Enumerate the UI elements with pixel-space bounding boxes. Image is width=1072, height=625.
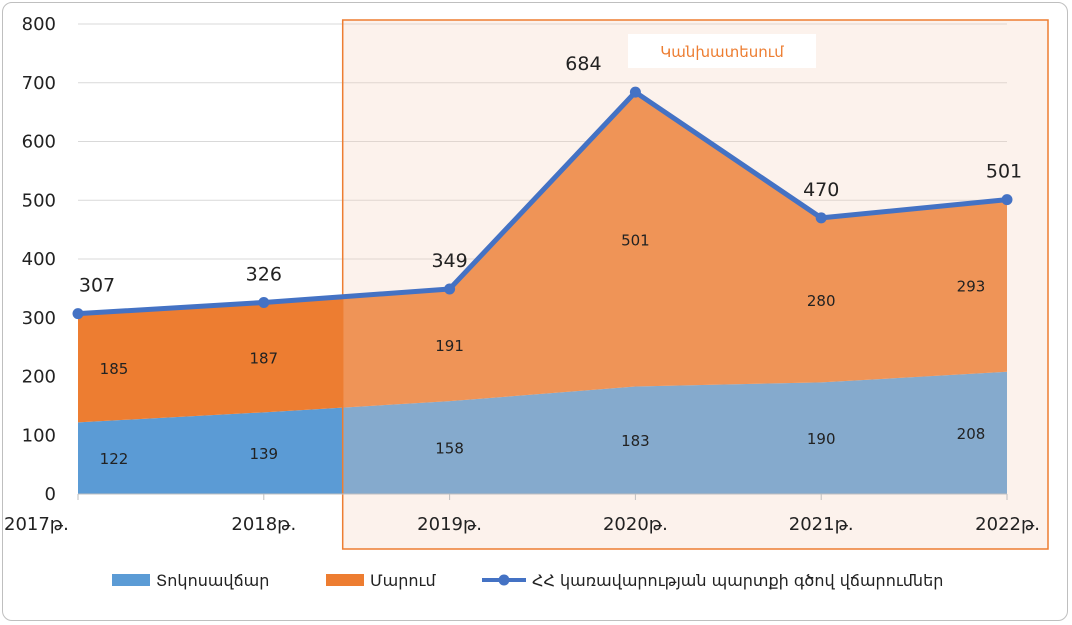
legend-marker-total	[498, 574, 510, 586]
y-tick-label: 400	[22, 249, 56, 270]
x-tick-label: 2019թ.	[417, 514, 482, 535]
interest-data-label: 190	[807, 430, 836, 448]
forecast-label: Կանխատեսում	[660, 43, 784, 61]
principal-data-label: 280	[807, 292, 836, 310]
total-data-label: 684	[565, 53, 601, 75]
legend-label-total: ՀՀ կառավարության պարտքի գծով վճարումներ	[532, 571, 943, 590]
total-point	[72, 308, 84, 320]
x-tick-label: 2022թ.	[975, 514, 1040, 535]
interest-data-label: 183	[621, 432, 650, 450]
total-point	[444, 283, 456, 295]
y-tick-label: 0	[45, 484, 56, 505]
y-tick-label: 700	[22, 73, 56, 94]
interest-data-label: 208	[957, 425, 986, 443]
total-data-label: 349	[431, 250, 467, 272]
forecast-region	[341, 19, 1049, 550]
legend-label-interest: Տոկոսավճար	[156, 571, 269, 590]
y-axis-tick-labels: 0 100 200 300 400 500 600 700 800	[22, 14, 56, 505]
principal-data-label: 293	[957, 278, 986, 296]
legend-swatch-principal	[326, 574, 364, 586]
x-tick-label: 2020թ.	[603, 514, 668, 535]
total-data-label: 501	[986, 161, 1022, 183]
forecast-label-background	[628, 34, 816, 68]
y-tick-label: 800	[22, 14, 56, 35]
total-data-label: 470	[803, 179, 839, 201]
principal-area	[78, 92, 1007, 423]
interest-data-label: 139	[249, 445, 278, 463]
y-tick-label: 200	[22, 367, 56, 388]
y-tick-label: 600	[22, 132, 56, 153]
interest-area	[78, 371, 1007, 494]
stacked-areas	[78, 92, 1007, 494]
x-tick-label: 2017թ.	[4, 514, 69, 535]
total-point	[815, 212, 827, 224]
total-point	[258, 296, 270, 308]
y-tick-label: 500	[22, 190, 56, 211]
interest-data-label: 158	[435, 440, 464, 458]
total-data-label: 326	[246, 263, 282, 285]
x-axis-tick-labels: 2017թ. 2018թ. 2019թ. 2020թ. 2021թ. 2022թ.	[4, 514, 1040, 535]
x-tick-label: 2021թ.	[789, 514, 854, 535]
interest-data-label: 122	[100, 450, 129, 468]
principal-data-label: 191	[435, 337, 464, 355]
data-labels: 122 185 307 139 187 326 158 191 349 183 501 684 190 2…	[79, 53, 1022, 468]
total-point	[1001, 194, 1013, 206]
total-data-label: 307	[79, 275, 115, 297]
legend-label-principal: Մարում	[370, 571, 436, 590]
y-tick-label: 300	[22, 308, 56, 329]
total-series-line	[77, 89, 1008, 317]
principal-data-label: 185	[100, 360, 129, 378]
principal-data-label: 501	[621, 231, 650, 249]
legend: Տոկոսավճար Մարում ՀՀ կառավարության պարտքի …	[112, 571, 943, 590]
total-point	[629, 86, 641, 98]
x-axis	[77, 493, 1008, 500]
legend-swatch-interest	[112, 574, 150, 586]
principal-data-label: 187	[249, 349, 278, 367]
total-line	[72, 86, 1013, 320]
x-tick-label: 2018թ.	[231, 514, 296, 535]
forecast-label-box: Կանխատեսում	[628, 34, 816, 68]
y-tick-label: 100	[22, 425, 56, 446]
